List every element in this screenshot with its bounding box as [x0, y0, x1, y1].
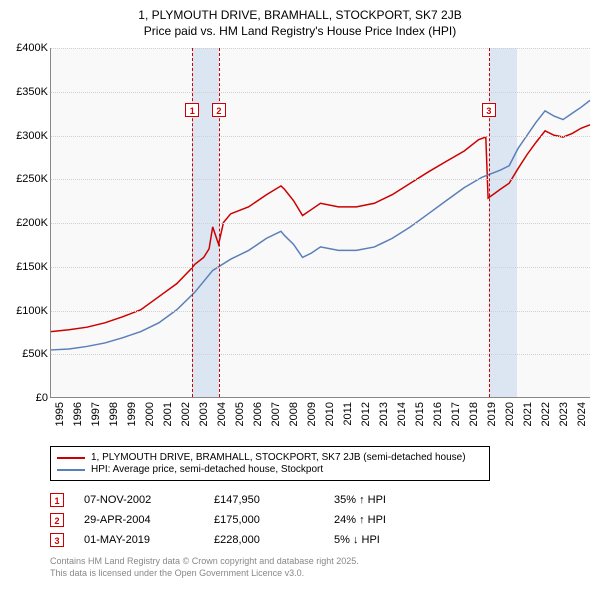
xtick-label: 2017 — [450, 402, 462, 426]
xtick-label: 1995 — [54, 402, 66, 426]
ytick-label: £350K — [2, 86, 48, 98]
transaction-price: £228,000 — [214, 534, 314, 546]
transaction-date: 07-NOV-2002 — [84, 494, 194, 506]
xtick-label: 2011 — [342, 402, 354, 426]
transaction-marker: 2 — [50, 513, 64, 527]
xtick-label: 2013 — [378, 402, 390, 426]
transaction-price: £147,950 — [214, 494, 314, 506]
ytick-label: £400K — [2, 42, 48, 54]
chart-title-line2: Price paid vs. HM Land Registry's House … — [10, 24, 590, 38]
xtick-label: 2006 — [252, 402, 264, 426]
xtick-label: 1997 — [90, 402, 102, 426]
ytick-label: £250K — [2, 173, 48, 185]
gridline — [51, 223, 590, 224]
transaction-marker: 3 — [50, 533, 64, 547]
ytick-label: £0 — [2, 392, 48, 404]
marker-label: 2 — [212, 103, 226, 117]
xtick-label: 2008 — [288, 402, 300, 426]
legend-swatch — [57, 469, 85, 471]
chart-plot-area: 12 3 — [50, 48, 590, 398]
marker-vline — [219, 48, 220, 397]
xtick-label: 2015 — [414, 402, 426, 426]
legend-item: HPI: Average price, semi-detached house,… — [57, 464, 483, 475]
marker-label: 1 — [185, 103, 199, 117]
xtick-label: 2021 — [522, 402, 534, 426]
xtick-label: 2000 — [144, 402, 156, 426]
marker-label: 3 — [482, 103, 496, 117]
xtick-label: 2002 — [180, 402, 192, 426]
xtick-label: 2022 — [540, 402, 552, 426]
xtick-label: 2012 — [360, 402, 372, 426]
ytick-label: £300K — [2, 130, 48, 142]
xtick-label: 2003 — [198, 402, 210, 426]
ytick-label: £200K — [2, 217, 48, 229]
legend-label: HPI: Average price, semi-detached house,… — [91, 464, 323, 475]
legend-label: 1, PLYMOUTH DRIVE, BRAMHALL, STOCKPORT, … — [91, 452, 466, 463]
transaction-date: 01-MAY-2019 — [84, 534, 194, 546]
transaction-row: 3 01-MAY-2019 £228,000 5% ↓ HPI — [50, 530, 434, 550]
attribution: Contains HM Land Registry data © Crown c… — [50, 556, 359, 579]
xtick-label: 2016 — [432, 402, 444, 426]
xtick-label: 2019 — [486, 402, 498, 426]
xtick-label: 2020 — [504, 402, 516, 426]
transaction-row: 1 07-NOV-2002 £147,950 35% ↑ HPI — [50, 490, 434, 510]
gridline — [51, 311, 590, 312]
transaction-date: 29-APR-2004 — [84, 514, 194, 526]
xtick-label: 2005 — [234, 402, 246, 426]
gridline — [51, 179, 590, 180]
gridline — [51, 48, 590, 49]
legend-swatch — [57, 457, 85, 459]
legend-item: 1, PLYMOUTH DRIVE, BRAMHALL, STOCKPORT, … — [57, 452, 483, 463]
xtick-label: 2014 — [396, 402, 408, 426]
transaction-table: 1 07-NOV-2002 £147,950 35% ↑ HPI 2 29-APR-200… — [50, 490, 434, 550]
xtick-label: 2001 — [162, 402, 174, 426]
gridline — [51, 354, 590, 355]
ytick-label: £150K — [2, 261, 48, 273]
ytick-label: £100K — [2, 305, 48, 317]
gridline — [51, 136, 590, 137]
gridline — [51, 267, 590, 268]
series-property — [51, 125, 590, 332]
xtick-label: 2024 — [576, 402, 588, 426]
marker-vline — [489, 48, 490, 397]
transaction-pct: 35% ↑ HPI — [334, 494, 434, 506]
xtick-label: 2018 — [468, 402, 480, 426]
xtick-label: 2023 — [558, 402, 570, 426]
ytick-label: £50K — [2, 348, 48, 360]
xtick-label: 1999 — [126, 402, 138, 426]
xtick-label: 1998 — [108, 402, 120, 426]
xtick-label: 2010 — [324, 402, 336, 426]
transaction-pct: 24% ↑ HPI — [334, 514, 434, 526]
xtick-label: 2009 — [306, 402, 318, 426]
attribution-line1: Contains HM Land Registry data © Crown c… — [50, 556, 359, 568]
transaction-price: £175,000 — [214, 514, 314, 526]
gridline — [51, 92, 590, 93]
xtick-label: 1996 — [72, 402, 84, 426]
transaction-pct: 5% ↓ HPI — [334, 534, 434, 546]
xtick-label: 2004 — [216, 402, 228, 426]
marker-vline — [192, 48, 193, 397]
transaction-row: 2 29-APR-2004 £175,000 24% ↑ HPI — [50, 510, 434, 530]
legend: 1, PLYMOUTH DRIVE, BRAMHALL, STOCKPORT, … — [50, 446, 490, 481]
transaction-marker: 1 — [50, 493, 64, 507]
attribution-line2: This data is licensed under the Open Gov… — [50, 568, 359, 580]
xtick-label: 2007 — [270, 402, 282, 426]
chart-title-line1: 1, PLYMOUTH DRIVE, BRAMHALL, STOCKPORT, … — [10, 8, 590, 22]
